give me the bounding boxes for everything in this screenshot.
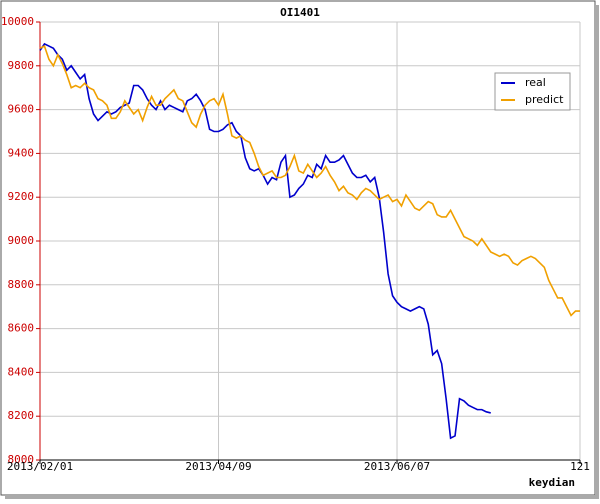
y-tick-label: 8400 xyxy=(8,365,35,378)
y-tick-label: 8600 xyxy=(8,322,35,335)
legend-label: predict xyxy=(525,93,564,106)
chart-title: OI1401 xyxy=(280,6,320,19)
line xyxy=(39,44,580,317)
legend-box xyxy=(494,72,571,111)
x-axis-label: keydian xyxy=(529,476,575,489)
legend-label: real xyxy=(525,76,546,89)
shadow xyxy=(5,495,599,499)
y-tick-label: 9200 xyxy=(8,190,35,203)
line xyxy=(39,42,491,440)
y-tick-label: 10000 xyxy=(1,15,34,28)
y-tick-label: 8200 xyxy=(8,409,35,422)
y-tick-label: 8000 xyxy=(8,453,35,466)
y-tick-label: 8800 xyxy=(8,278,35,291)
y-tick-label: 9400 xyxy=(8,146,35,159)
x-tick-label: 121 xyxy=(570,460,590,473)
y-tick-label: 9600 xyxy=(8,103,35,116)
shadow xyxy=(595,5,599,497)
x-tick-label: 2013/06/07 xyxy=(364,460,430,473)
x-tick-label: 2013/02/01 xyxy=(7,460,73,473)
y-tick-label: 9800 xyxy=(8,59,35,72)
y-tick-label: 9000 xyxy=(8,234,35,247)
x-tick-label: 2013/04/09 xyxy=(185,460,251,473)
